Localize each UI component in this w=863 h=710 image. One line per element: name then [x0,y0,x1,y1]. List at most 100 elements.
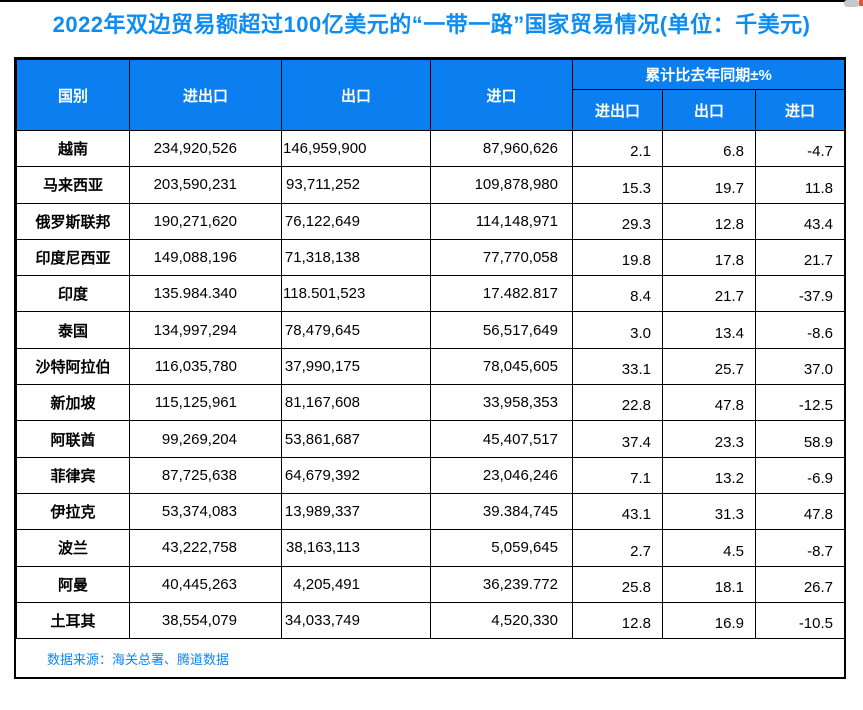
cell-yoy-export: 17.8 [662,238,756,277]
cell-total: 40,445,263 [129,565,282,603]
cell-import: 114,148,971 [430,202,573,240]
cell-yoy-total: 12.8 [572,601,663,640]
cell-import: 33,958,353 [430,384,573,422]
cell-export: 38,163,113 [281,529,431,567]
table-row: 土耳其 38,554,079 34,033,749 4,520,330 12.8 16.9… [16,601,846,640]
cell-yoy-import: 47.8 [754,492,846,531]
cell-import: 39.384,745 [430,492,573,531]
scrollbar-stub[interactable] [844,0,863,7]
cell-country: 波兰 [16,529,130,567]
cell-import: 109,878,980 [430,166,573,204]
header-total: 进出口 [129,59,282,131]
page-title: 2022年双边贸易额超过100亿美元的“一带一路”国家贸易情况(单位：千美元) [52,12,811,37]
cell-yoy-total: 25.8 [572,565,663,603]
header-country: 国别 [16,59,130,131]
cell-yoy-total: 43.1 [572,492,663,531]
cell-country: 泰国 [16,311,130,349]
cell-yoy-import: -8.7 [754,529,846,567]
cell-total: 53,374,083 [129,492,282,531]
cell-yoy-export: 19.7 [662,166,756,204]
table-row: 菲律宾 87,725,638 64,679,392 23,046,246 7.1 13.2… [16,456,846,494]
header-import: 进口 [430,59,573,131]
cell-country: 阿曼 [16,565,130,603]
cell-yoy-export: 13.2 [662,456,756,494]
scrollbar-tick-icon [859,0,863,6]
cell-export: 53,861,687 [281,420,431,458]
cell-yoy-import: -10.5 [754,601,846,640]
cell-import: 45,407,517 [430,420,573,458]
table-row: 印度尼西亚 149,088,196 71,318,138 77,770,058 19.8… [16,238,846,277]
cell-total: 134,997,294 [129,311,282,349]
table-header: 国别 进出口 出口 进口 累计比去年同期±% 进出口 出口 进口 [16,59,846,131]
cell-country: 沙特阿拉伯 [16,347,130,386]
cell-yoy-total: 22.8 [572,384,663,422]
header-yoy-import: 进口 [754,89,846,131]
cell-import: 77,770,058 [430,238,573,277]
cell-total: 43,222,758 [129,529,282,567]
table-row: 俄罗斯联邦 190,271,620 76,122,649 114,148,971 29.… [16,202,846,240]
cell-country: 阿联酋 [16,420,130,458]
cell-yoy-export: 47.8 [662,384,756,422]
cell-yoy-total: 37.4 [572,420,663,458]
cell-yoy-import: -8.6 [754,311,846,349]
table-row: 阿曼 40,445,263 4,205,491 36,239.772 25.8 18.1 2… [16,565,846,603]
table-row: 越南 234,920,526 146,959,900 87,960,626 2.1 6.8… [16,129,846,168]
cell-country: 俄罗斯联邦 [16,202,130,240]
cell-total: 190,271,620 [129,202,282,240]
cell-export: 34,033,749 [281,601,431,640]
table-row: 阿联酋 99,269,204 53,861,687 45,407,517 37.4 23.… [16,420,846,458]
cell-yoy-export: 6.8 [662,129,756,168]
cell-yoy-total: 15.3 [572,166,663,204]
table-row: 波兰 43,222,758 38,163,113 5,059,645 2.7 4.5 -8.… [16,529,846,567]
cell-yoy-import: -4.7 [754,129,846,168]
cell-yoy-total: 8.4 [572,275,663,313]
header-yoy-export: 出口 [662,89,756,131]
cell-total: 149,088,196 [129,238,282,277]
table-row: 伊拉克 53,374,083 13,989,337 39.384,745 43.1 31.… [16,492,846,531]
cell-total: 116,035,780 [129,347,282,386]
cell-country: 伊拉克 [16,492,130,531]
cell-yoy-total: 7.1 [572,456,663,494]
table-frame: 国别 进出口 出口 进口 累计比去年同期±% 进出口 出口 进口 越南 234,9… [14,57,846,680]
cell-total: 38,554,079 [129,601,282,640]
cell-import: 36,239.772 [430,565,573,603]
table-row: 印度 135.984.340 118.501,523 17.482.817 8.4 21.… [16,275,846,313]
cell-export: 78,479,645 [281,311,431,349]
cell-total: 234,920,526 [129,129,282,168]
cell-import: 17.482.817 [430,275,573,313]
cell-country: 菲律宾 [16,456,130,494]
cell-export: 93,711,252 [281,166,431,204]
cell-yoy-total: 33.1 [572,347,663,386]
cell-country: 印度尼西亚 [16,238,130,277]
cell-yoy-total: 2.1 [572,129,663,168]
cell-export: 64,679,392 [281,456,431,494]
header-yoy-total: 进出口 [572,89,663,131]
table-row: 新加坡 115,125,961 81,167,608 33,958,353 22.8 47… [16,384,846,422]
cell-yoy-import: 26.7 [754,565,846,603]
cell-export: 13,989,337 [281,492,431,531]
cell-import: 87,960,626 [430,129,573,168]
header-yoy-group: 累计比去年同期±% [571,59,846,90]
cell-yoy-import: 37.0 [754,347,846,386]
cell-total: 135.984.340 [129,275,282,313]
cell-yoy-total: 19.8 [572,238,663,277]
cell-country: 马来西亚 [16,166,130,204]
cell-export: 118.501,523 [281,275,431,313]
cell-import: 5,059,645 [430,529,573,567]
cell-yoy-import: -37.9 [754,275,846,313]
data-source-note: 数据来源：海关总署、腾道数据 [47,651,230,667]
cell-yoy-import: 43.4 [754,202,846,240]
cell-yoy-export: 25.7 [662,347,756,386]
cell-yoy-import: -12.5 [754,384,846,422]
cell-export: 76,122,649 [281,202,431,240]
cell-yoy-export: 31.3 [662,492,756,531]
cell-total: 115,125,961 [129,384,282,422]
cell-total: 87,725,638 [129,456,282,494]
cell-yoy-export: 4.5 [662,529,756,567]
cell-yoy-total: 29.3 [572,202,663,240]
cell-export: 146,959,900 [281,129,431,168]
cell-yoy-total: 3.0 [572,311,663,349]
table-row: 泰国 134,997,294 78,479,645 56,517,649 3.0 13.4… [16,311,846,349]
cell-import: 56,517,649 [430,311,573,349]
